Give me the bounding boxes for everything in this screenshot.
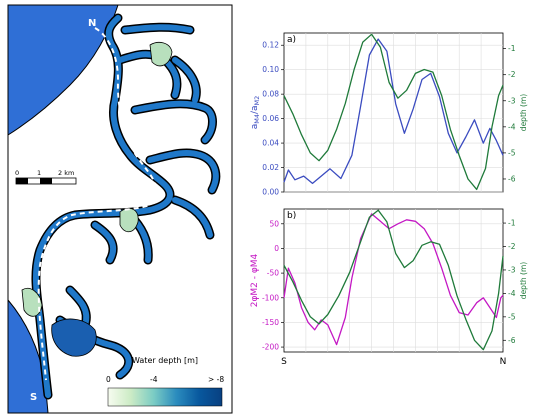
right-tick-label: -2 [508, 242, 516, 251]
scalebar-tick-1: 1 [37, 169, 41, 177]
map-basin-south [51, 318, 97, 357]
scalebar-tick-2: 2 km [58, 169, 74, 177]
chart-panel-a: 0.00 0.02 0.04 0.06 0.08 0.10 0.12 -1 -2 -3 -4 -5 -6… [250, 32, 528, 197]
left-tick-label: 0.04 [262, 139, 279, 148]
left-tick-label: 0 [274, 244, 279, 253]
right-tick-label: -5 [508, 312, 516, 321]
right-tick-label: -4 [508, 122, 516, 131]
ylabel-numerator: a [250, 124, 260, 130]
left-tick-label: 0.12 [262, 41, 279, 50]
right-axis-label: depth (m) [519, 94, 528, 131]
left-axis-label: 2φM2 - φM4 [250, 253, 260, 307]
chart-panel-b: 50 0 -50 -100 -150 -200 -1 -2 -3 -4 -5 -6 b) 2φM2 - φ… [250, 208, 528, 367]
map-north-label: N [88, 18, 96, 29]
map-shallow-flat-south [21, 288, 43, 317]
colorbar-tick-8: > -8 [208, 375, 224, 384]
left-axis-label: aM4/aM2 [250, 96, 261, 130]
panel-label: a) [287, 35, 296, 45]
colorbar-tick-0: 0 [106, 375, 111, 384]
series-line-left [283, 213, 504, 346]
left-tick-label: 0.10 [262, 65, 279, 74]
left-tick-label: 0.02 [262, 163, 279, 172]
left-tick-label: 0.08 [262, 90, 279, 99]
series-line-right [283, 33, 504, 191]
right-tick-label: -1 [508, 44, 516, 53]
right-tick-label: -3 [508, 96, 516, 105]
left-tick-label: 0.00 [262, 188, 279, 197]
ylabel-denominator-subscript: M2 [253, 96, 261, 106]
colorbar-title: Water depth [m] [132, 356, 198, 365]
left-tick-label: 0.06 [262, 114, 279, 123]
right-axis-label: depth (m) [519, 262, 528, 299]
right-tick-label: -6 [508, 336, 516, 345]
left-tick-label: -200 [262, 343, 279, 352]
ylabel-slash: / [250, 110, 260, 114]
panel-label: b) [287, 211, 296, 221]
map-south-label: S [30, 392, 37, 403]
map-scalebar: 0 1 2 km [15, 169, 77, 185]
colorbar-tick-4: -4 [150, 375, 158, 384]
right-tick-label: -3 [508, 265, 516, 274]
right-tick-label: -5 [508, 148, 516, 157]
map-colorbar: Water depth [m] 0 -4 > -8 [106, 356, 224, 407]
colorbar-gradient [107, 387, 223, 407]
ylabel-numerator-subscript: M4 [253, 114, 261, 124]
left-tick-label: -100 [262, 293, 279, 302]
x-tick-label-start: S [281, 357, 287, 367]
right-tick-label: -1 [508, 219, 516, 228]
map-shallow-flat-north [149, 41, 173, 67]
scalebar-tick-0: 0 [15, 169, 19, 177]
series-line-right [283, 209, 504, 351]
ylabel-denominator: a [250, 105, 260, 111]
series-line-left [283, 38, 504, 185]
left-tick-label: 50 [269, 219, 279, 228]
map-transect-line [37, 27, 158, 381]
right-tick-label: -6 [508, 174, 516, 183]
right-tick-label: -4 [508, 289, 516, 298]
left-tick-label: -150 [262, 318, 279, 327]
x-tick-label-end: N [500, 357, 507, 367]
right-tick-label: -2 [508, 70, 516, 79]
left-tick-label: -50 [267, 269, 279, 278]
